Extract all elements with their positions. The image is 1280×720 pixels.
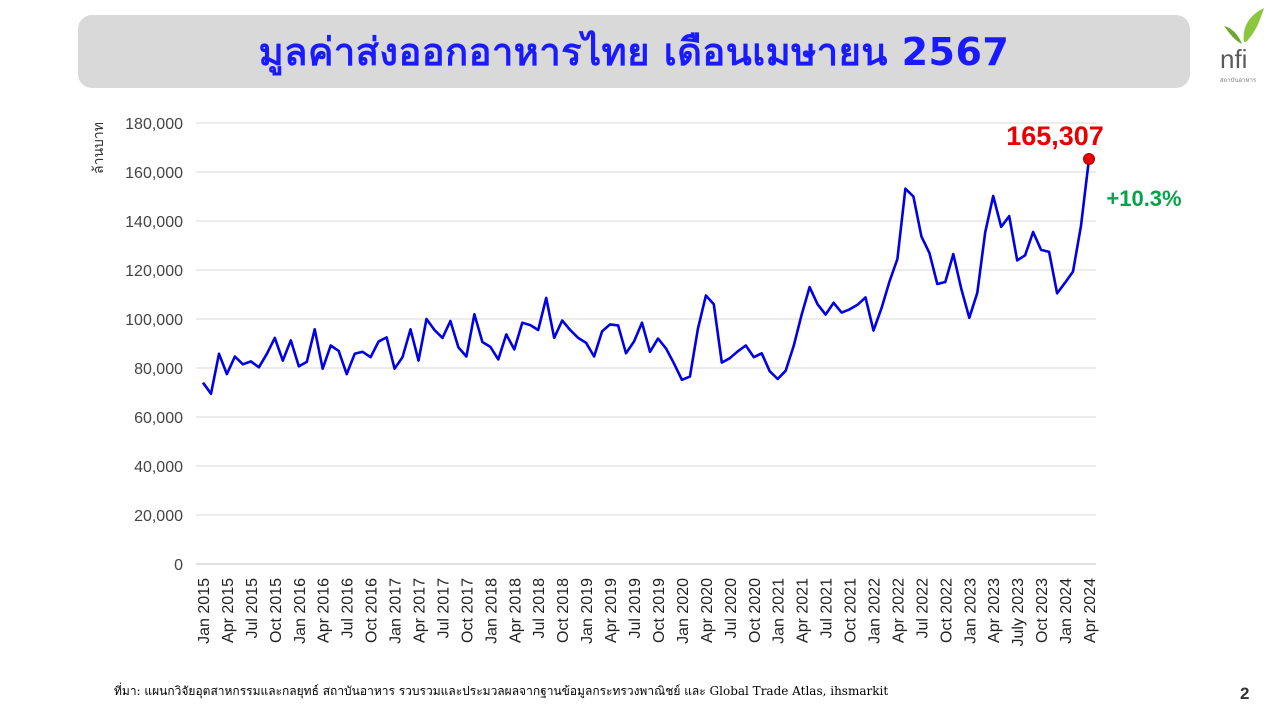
highlight-point: [1083, 152, 1095, 165]
x-tick-label: Jan 2018: [483, 578, 500, 644]
y-tick-label: 80,000: [134, 361, 183, 378]
y-tick-label: 160,000: [125, 165, 183, 182]
logo-subtext: สถาบันอาหาร: [1220, 77, 1257, 84]
x-tick-label: Apr 2017: [412, 578, 429, 643]
logo-text: nfi: [1220, 44, 1247, 74]
x-tick-label: Oct 2019: [651, 578, 668, 643]
x-tick-label: Oct 2023: [1034, 578, 1051, 643]
growth-percent-label: +10.3%: [1106, 186, 1181, 211]
y-tick-label: 100,000: [125, 312, 183, 329]
x-tick-label: Jul 2018: [531, 578, 548, 639]
y-tick-label: 20,000: [134, 508, 183, 525]
x-tick-label: Jan 2020: [675, 578, 692, 644]
x-tick-label: Jan 2021: [771, 578, 788, 644]
x-tick-label: Jul 2017: [435, 578, 452, 639]
y-tick-label: 40,000: [134, 459, 183, 476]
page-number: 2: [1240, 684, 1250, 703]
x-tick-label: Oct 2018: [555, 578, 572, 643]
x-tick-label: Apr 2023: [986, 578, 1003, 643]
y-tick-label: 180,000: [125, 116, 183, 133]
x-axis-ticks: Jan 2015 Apr 2015 Jul 2015 Oct 2015 Jan 2016…: [196, 578, 1099, 647]
series-layer: [201, 152, 1095, 396]
series-line: [201, 158, 1091, 396]
x-tick-label: Jul 2019: [627, 578, 644, 639]
x-tick-label: Jul 2016: [340, 578, 357, 639]
x-tick-label: Oct 2016: [364, 578, 381, 643]
x-tick-label: Jan 2017: [388, 578, 405, 644]
x-tick-label: Jan 2015: [196, 578, 213, 644]
highlight-value-label: 165,307: [1006, 121, 1104, 151]
x-tick-label: Apr 2021: [795, 578, 812, 643]
x-tick-label: Oct 2022: [938, 578, 955, 643]
y-axis-label: ล้านบาท: [91, 122, 107, 174]
x-tick-label: Jul 2022: [914, 578, 931, 639]
nfi-logo: nfi สถาบันอาหาร: [1220, 8, 1264, 84]
x-tick-label: Jan 2022: [866, 578, 883, 644]
y-tick-label: 140,000: [125, 214, 183, 231]
chart-title: มูลค่าส่งออกอาหารไทย เดือนเมษายน 2567: [258, 30, 1010, 74]
x-tick-label: Oct 2017: [459, 578, 476, 643]
x-tick-label: July 2023: [1010, 578, 1027, 647]
line-chart: 0 20,000 40,000 60,000 80,000 100,000 120,000 1…: [91, 116, 1182, 647]
x-tick-label: Oct 2015: [268, 578, 285, 643]
y-tick-label: 0: [174, 557, 183, 574]
x-tick-label: Jan 2024: [1058, 578, 1075, 644]
y-axis-ticks: 0 20,000 40,000 60,000 80,000 100,000 120,000 1…: [125, 116, 183, 574]
x-tick-label: Jan 2023: [962, 578, 979, 644]
x-tick-label: Jul 2015: [244, 578, 261, 639]
x-tick-label: Apr 2018: [507, 578, 524, 643]
x-tick-label: Apr 2019: [603, 578, 620, 643]
grid-lines: [196, 122, 1096, 565]
title-bar: มูลค่าส่งออกอาหารไทย เดือนเมษายน 2567: [78, 15, 1190, 88]
x-tick-label: Jul 2021: [819, 578, 836, 639]
y-tick-label: 120,000: [125, 263, 183, 280]
y-tick-label: 60,000: [134, 410, 183, 427]
x-tick-label: Apr 2020: [699, 578, 716, 643]
x-tick-label: Jan 2016: [292, 578, 309, 644]
x-tick-label: Apr 2024: [1082, 578, 1099, 643]
x-tick-label: Oct 2020: [747, 578, 764, 643]
source-footnote: ที่มา: แผนกวิจัยอุตสาหกรรมและกลยุทธ์ สถา…: [114, 684, 889, 698]
x-tick-label: Jul 2020: [723, 578, 740, 639]
x-tick-label: Apr 2022: [890, 578, 907, 643]
x-tick-label: Apr 2015: [220, 578, 237, 643]
x-tick-label: Apr 2016: [316, 578, 333, 643]
x-tick-label: Jan 2019: [579, 578, 596, 644]
x-tick-label: Oct 2021: [843, 578, 860, 643]
